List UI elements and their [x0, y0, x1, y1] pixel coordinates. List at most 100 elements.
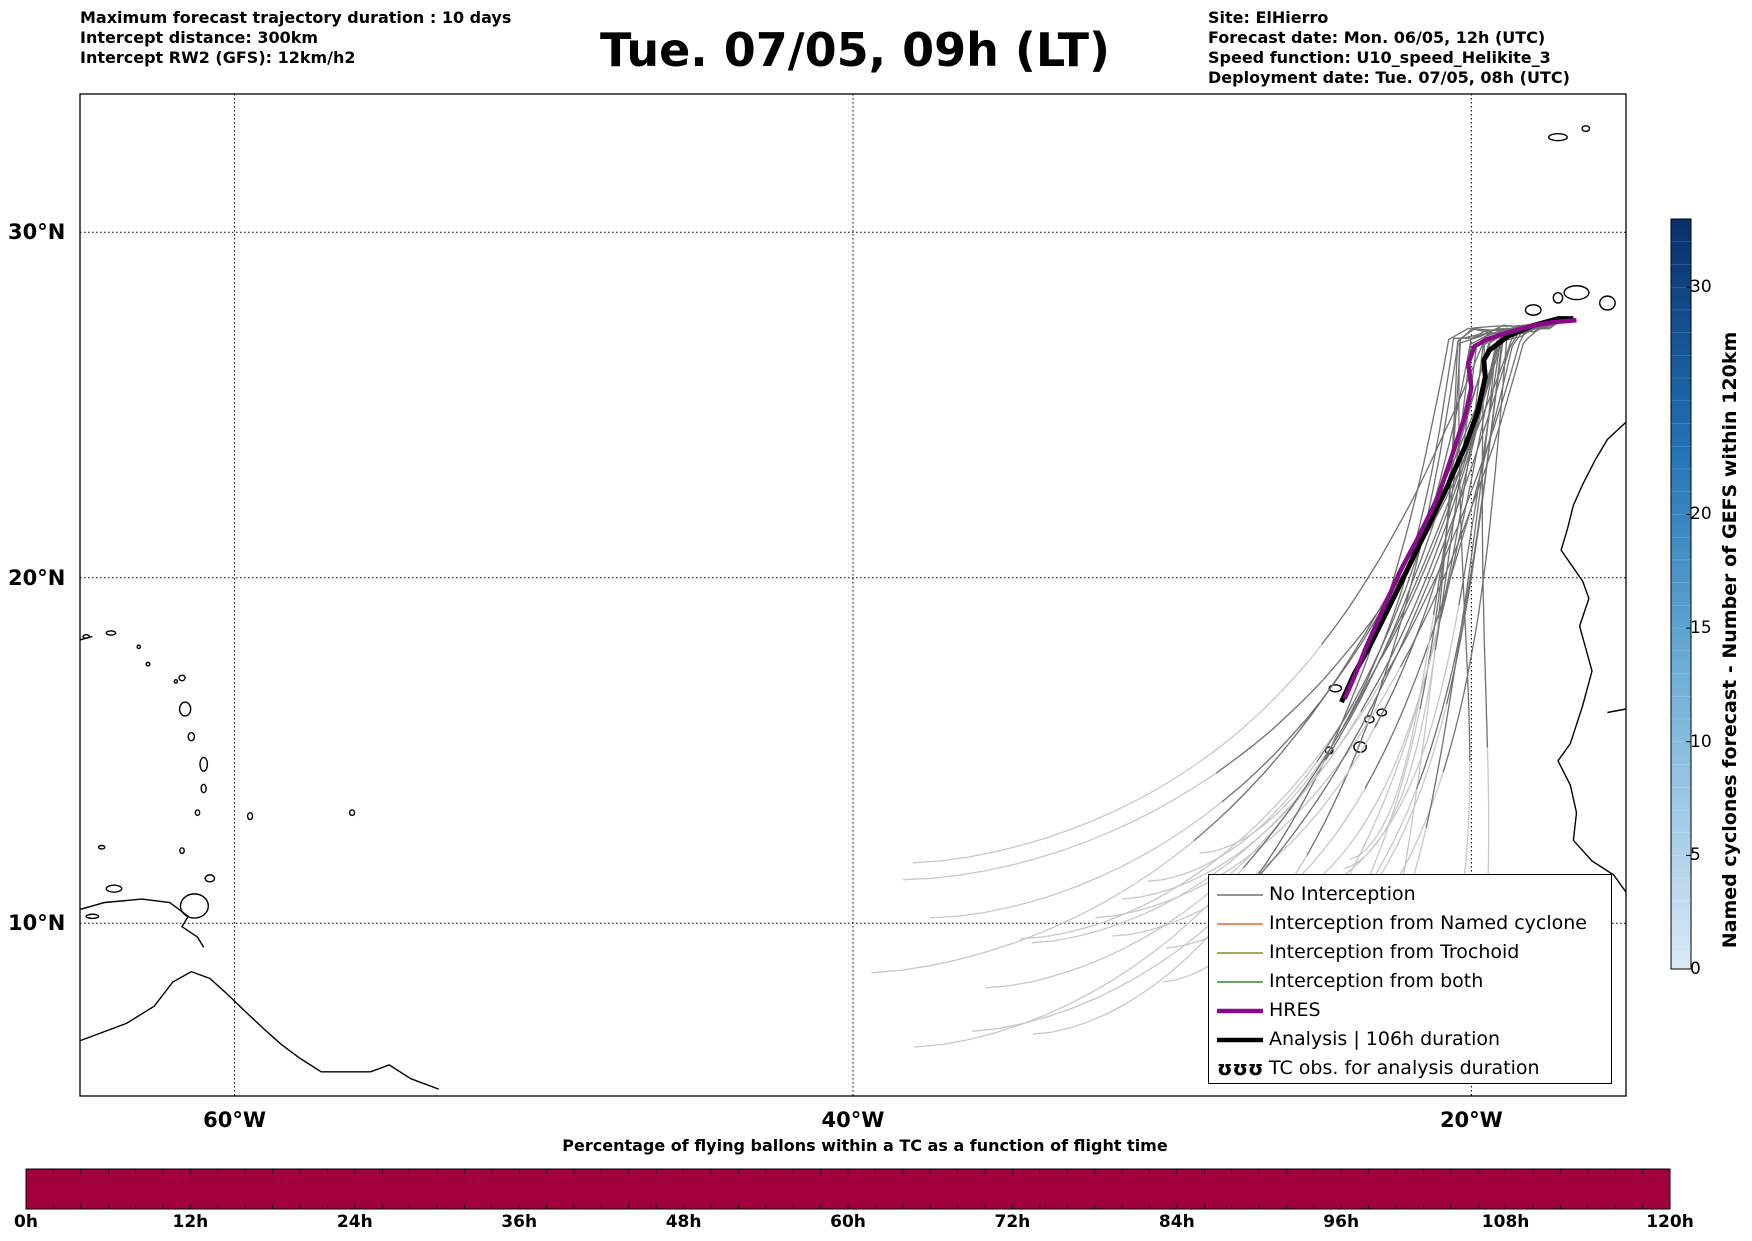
- island: [173, 678, 179, 684]
- legend-label: Interception from Named cyclone: [1269, 912, 1587, 934]
- legend-item-trochoid: Interception from Trochoid: [1209, 939, 1611, 965]
- ensemble-trajectory: [1434, 317, 1571, 651]
- island: [105, 630, 117, 636]
- ensemble-trajectory-late: [1199, 725, 1345, 854]
- island: [348, 809, 356, 817]
- island: [145, 661, 151, 667]
- island: [1376, 708, 1388, 717]
- ensemble-trajectory-late: [871, 840, 1195, 974]
- hres-track: [1342, 318, 1577, 700]
- lat-label-10n: 10°N: [8, 911, 66, 936]
- header-line-site: Site: ElHierro: [1208, 8, 1329, 27]
- main-title: Tue. 07/05, 09h (LT): [600, 23, 1110, 77]
- map-frame: [79, 93, 1627, 1097]
- right-colorbar: [1670, 218, 1692, 970]
- tc-obs-symbol-icon: ʊʊʊ: [1217, 1056, 1264, 1080]
- lat-label-20n: 20°N: [8, 565, 66, 590]
- bottom-colorbar-label: 72h: [994, 1212, 1031, 1232]
- ensemble-trajectory-late: [929, 801, 1223, 919]
- lon-label-40w: 40°W: [821, 1108, 885, 1132]
- legend-swatch: [1217, 981, 1263, 983]
- legend: No Interception Interception from Named …: [1208, 874, 1612, 1084]
- header-line-forecast-date: Forecast date: Mon. 06/05, 12h (UTC): [1208, 28, 1546, 47]
- ensemble-trajectory-late: [1349, 614, 1435, 860]
- header-info-left: Maximum forecast trajectory duration : 1…: [80, 8, 511, 68]
- bottom-colorbar: [25, 1168, 1671, 1210]
- ensemble-trajectory: [1364, 317, 1571, 789]
- legend-label: TC obs. for analysis duration: [1269, 1057, 1540, 1079]
- ensemble-trajectory-late: [1095, 666, 1401, 919]
- coastline: [1607, 708, 1626, 714]
- ensemble-trajectory-late: [912, 643, 1323, 864]
- bottom-colorbar-title: Percentage of flying ballons within a TC…: [562, 1136, 1168, 1155]
- legend-label: HRES: [1269, 999, 1321, 1021]
- island: [105, 884, 123, 893]
- right-colorbar-label: 20: [1690, 504, 1712, 525]
- header-line-speed-function: Speed function: U10_speed_Helikite_3: [1208, 48, 1551, 67]
- island: [246, 811, 254, 821]
- bottom-colorbar-label: 36h: [501, 1212, 538, 1232]
- island: [1524, 304, 1542, 316]
- legend-item-both: Interception from both: [1209, 968, 1611, 994]
- header-line-intercept: Intercept RW2 (GFS): 12km/h2: [80, 48, 356, 67]
- ensemble-trajectory: [1221, 317, 1571, 803]
- legend-label: Analysis | 106h duration: [1269, 1028, 1501, 1050]
- header-info-right: Site: ElHierro Forecast date: Mon. 06/05…: [1208, 8, 1570, 88]
- bottom-colorbar-label: 60h: [830, 1212, 866, 1232]
- bottom-colorbar-label: 48h: [665, 1212, 702, 1232]
- legend-swatch: [1217, 894, 1263, 896]
- coastline: [80, 970, 439, 1090]
- legend-item-named-cyclone: Interception from Named cyclone: [1209, 910, 1611, 936]
- header-line-distance: Intercept distance: 300km: [80, 28, 319, 47]
- island: [194, 809, 201, 817]
- coastline: [80, 898, 205, 948]
- ensemble-trajectory: [1458, 317, 1571, 762]
- ensemble-trajectory: [1481, 317, 1571, 748]
- island: [85, 913, 100, 920]
- legend-label: Interception from both: [1269, 970, 1484, 992]
- bottom-colorbar-label: 0h: [14, 1212, 38, 1232]
- bottom-colorbar-label: 96h: [1323, 1212, 1360, 1232]
- island: [179, 847, 185, 855]
- main-trajectories: [1339, 316, 1577, 704]
- ensemble-trajectory-late: [1313, 605, 1460, 889]
- legend-swatch: [1217, 952, 1263, 954]
- bottom-colorbar-label: 120h: [1646, 1212, 1694, 1232]
- right-colorbar-label: 30: [1690, 277, 1712, 298]
- lon-label-20w: 20°W: [1439, 1108, 1503, 1132]
- ensemble-trajectory-late: [1343, 650, 1436, 870]
- lat-label-30n: 30°N: [8, 220, 66, 245]
- legend-swatch: [1217, 1008, 1263, 1014]
- ensemble-trajectory: [1193, 317, 1571, 842]
- ensemble-trajectory: [1380, 317, 1571, 660]
- lon-label-60w: 60°W: [203, 1108, 267, 1132]
- legend-item-no-interception: No Interception: [1209, 881, 1611, 907]
- ensemble-trajectory-late: [1463, 761, 1471, 876]
- right-colorbar-label: 0: [1690, 959, 1701, 979]
- ensemble-trajectory-late: [902, 772, 1217, 881]
- island: [1638, 281, 1669, 295]
- ensemble-trajectory: [1242, 317, 1571, 869]
- header-line-duration: Maximum forecast trajectory duration : 1…: [80, 8, 512, 27]
- ensemble-trajectory-late: [1147, 761, 1318, 882]
- ensemble-trajectory: [1215, 317, 1571, 774]
- island: [178, 674, 186, 682]
- island: [136, 644, 141, 650]
- island: [1552, 291, 1564, 304]
- island: [82, 634, 90, 639]
- ensemble-trajectory: [1442, 317, 1571, 773]
- legend-label: No Interception: [1269, 883, 1416, 905]
- bottom-colorbar-label: 12h: [172, 1212, 209, 1232]
- ensemble-trajectory: [1241, 317, 1571, 898]
- island: [187, 731, 196, 742]
- header-line-deployment-date: Deployment date: Tue. 07/05, 08h (UTC): [1208, 68, 1570, 87]
- island: [1581, 125, 1591, 133]
- right-colorbar-label: 10: [1690, 731, 1712, 752]
- island: [1563, 285, 1590, 301]
- bottom-colorbar-label: 108h: [1481, 1212, 1530, 1232]
- legend-item-tc-obs: ʊʊʊ TC obs. for analysis duration: [1209, 1055, 1611, 1081]
- island: [200, 783, 207, 794]
- legend-swatch: [1217, 923, 1263, 925]
- ensemble-trajectory: [1316, 317, 1571, 763]
